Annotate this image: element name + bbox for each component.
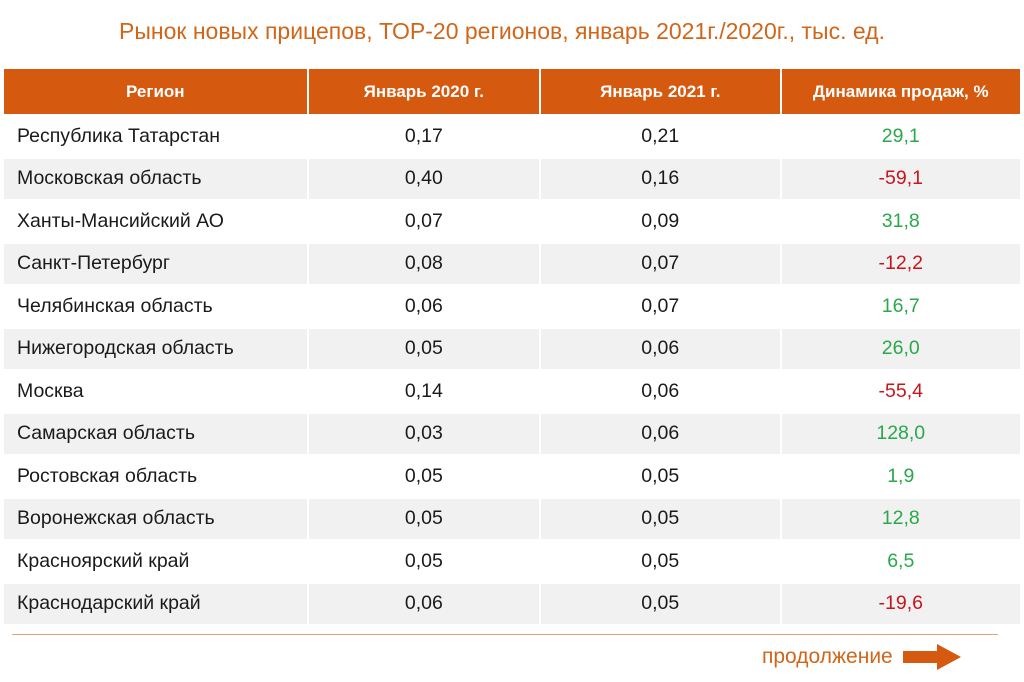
cell-sales-dynamics: 26,0 — [781, 328, 1020, 369]
cell-january-2021: 0,16 — [541, 158, 780, 199]
table-row: Краснодарский край 0,06 0,05 -19,6 — [4, 583, 1020, 624]
right-arrow-icon — [902, 644, 961, 670]
cell-sales-dynamics: -19,6 — [781, 583, 1020, 624]
cell-region: Ростовская область — [4, 456, 307, 497]
regions-table: Регион Январь 2020 г. Январь 2021 г. Дин… — [2, 67, 1022, 626]
table-row: Московская область 0,40 0,16 -59,1 — [4, 158, 1020, 199]
page-title: Рынок новых прицепов, ТОР-20 регионов, я… — [119, 18, 885, 44]
cell-sales-dynamics: 6,5 — [781, 541, 1020, 582]
cell-january-2021: 0,05 — [541, 456, 780, 497]
table-body: Республика Татарстан 0,17 0,21 29,1 Московск… — [4, 116, 1020, 624]
cell-january-2020: 0,05 — [308, 456, 540, 497]
cell-region: Санкт-Петербург — [4, 243, 307, 284]
divider-line — [12, 634, 998, 635]
cell-sales-dynamics: -55,4 — [781, 371, 1020, 412]
table-header-row: Регион Январь 2020 г. Январь 2021 г. Дин… — [4, 69, 1020, 114]
cell-january-2021: 0,05 — [541, 498, 780, 539]
cell-january-2020: 0,07 — [308, 201, 540, 242]
cell-january-2020: 0,14 — [308, 371, 540, 412]
table-row: Ханты-Мансийский АО 0,07 0,09 31,8 — [4, 201, 1020, 242]
cell-region: Челябинская область — [4, 286, 307, 327]
cell-january-2020: 0,08 — [308, 243, 540, 284]
cell-january-2020: 0,05 — [308, 541, 540, 582]
cell-january-2021: 0,05 — [541, 583, 780, 624]
cell-sales-dynamics: -59,1 — [781, 158, 1020, 199]
cell-january-2021: 0,05 — [541, 541, 780, 582]
cell-sales-dynamics: 12,8 — [781, 498, 1020, 539]
cell-january-2021: 0,06 — [541, 413, 780, 454]
cell-january-2021: 0,21 — [541, 116, 780, 157]
header-region: Регион — [4, 69, 307, 114]
cell-region: Москва — [4, 371, 307, 412]
cell-january-2020: 0,40 — [308, 158, 540, 199]
cell-region: Самарская область — [4, 413, 307, 454]
cell-region: Республика Татарстан — [4, 116, 307, 157]
cell-region: Московская область — [4, 158, 307, 199]
cell-january-2020: 0,06 — [308, 286, 540, 327]
cell-sales-dynamics: 29,1 — [781, 116, 1020, 157]
table-row: Воронежская область 0,05 0,05 12,8 — [4, 498, 1020, 539]
cell-january-2021: 0,09 — [541, 201, 780, 242]
cell-sales-dynamics: 128,0 — [781, 413, 1020, 454]
cell-january-2020: 0,03 — [308, 413, 540, 454]
continue-link[interactable]: продолжение — [762, 644, 961, 670]
table-row: Челябинская область 0,06 0,07 16,7 — [4, 286, 1020, 327]
cell-january-2020: 0,17 — [308, 116, 540, 157]
cell-region: Нижегородская область — [4, 328, 307, 369]
cell-sales-dynamics: 31,8 — [781, 201, 1020, 242]
cell-january-2021: 0,06 — [541, 371, 780, 412]
cell-region: Воронежская область — [4, 498, 307, 539]
header-sales-dynamics: Динамика продаж, % — [781, 69, 1020, 114]
table-row: Нижегородская область 0,05 0,06 26,0 — [4, 328, 1020, 369]
cell-region: Ханты-Мансийский АО — [4, 201, 307, 242]
cell-sales-dynamics: 16,7 — [781, 286, 1020, 327]
cell-january-2021: 0,07 — [541, 286, 780, 327]
cell-sales-dynamics: 1,9 — [781, 456, 1020, 497]
table-row: Москва 0,14 0,06 -55,4 — [4, 371, 1020, 412]
cell-january-2021: 0,07 — [541, 243, 780, 284]
cell-january-2021: 0,06 — [541, 328, 780, 369]
header-january-2021: Январь 2021 г. — [541, 69, 780, 114]
cell-january-2020: 0,05 — [308, 498, 540, 539]
table-row: Самарская область 0,03 0,06 128,0 — [4, 413, 1020, 454]
continue-label: продолжение — [762, 645, 893, 668]
cell-region: Красноярский край — [4, 541, 307, 582]
header-january-2020: Январь 2020 г. — [308, 69, 540, 114]
cell-january-2020: 0,06 — [308, 583, 540, 624]
cell-january-2020: 0,05 — [308, 328, 540, 369]
table-row: Санкт-Петербург 0,08 0,07 -12,2 — [4, 243, 1020, 284]
cell-sales-dynamics: -12,2 — [781, 243, 1020, 284]
cell-region: Краснодарский край — [4, 583, 307, 624]
table-row: Республика Татарстан 0,17 0,21 29,1 — [4, 116, 1020, 157]
table-row: Ростовская область 0,05 0,05 1,9 — [4, 456, 1020, 497]
table-row: Красноярский край 0,05 0,05 6,5 — [4, 541, 1020, 582]
